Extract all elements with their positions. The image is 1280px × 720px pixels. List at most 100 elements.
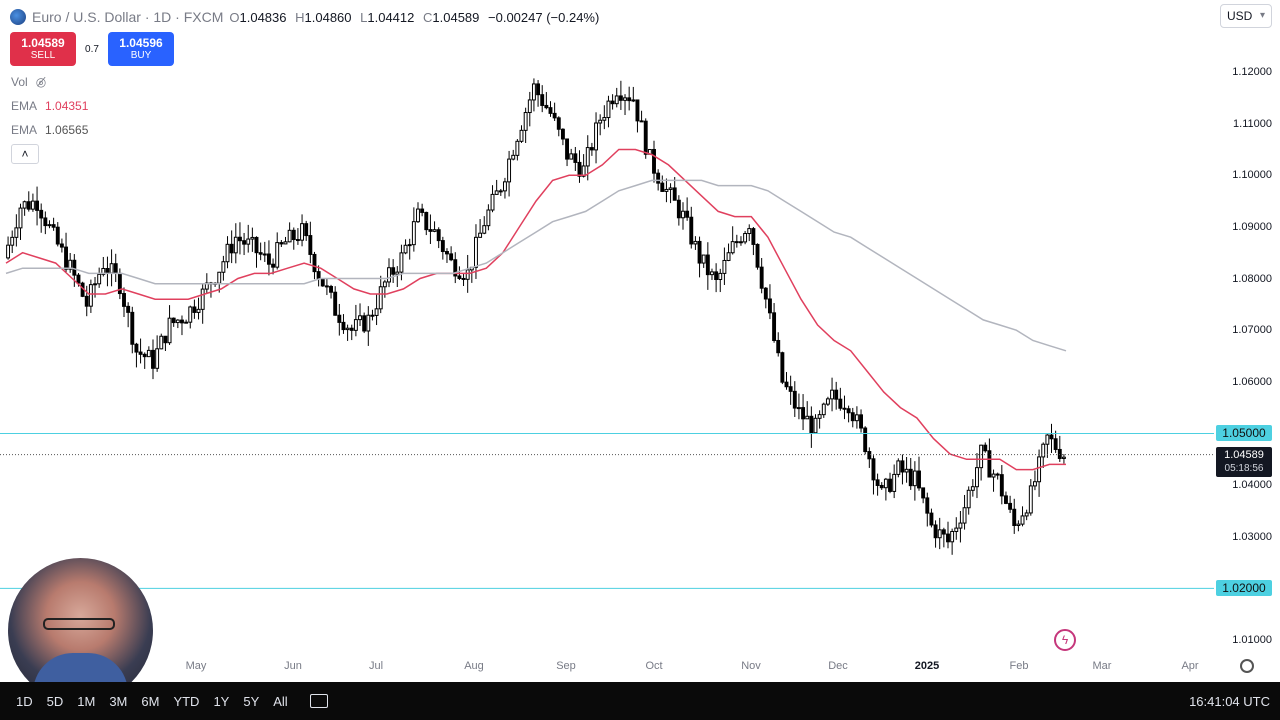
candle-body: [416, 208, 420, 223]
utc-clock[interactable]: 16:41:04 UTC: [1189, 693, 1270, 709]
indicator-ema-slow[interactable]: EMA 1.06565: [11, 123, 88, 137]
candle-body: [308, 235, 313, 255]
candle-body: [589, 147, 594, 151]
timeframe-button-1d[interactable]: 1D: [16, 693, 33, 709]
candle-body: [875, 479, 880, 486]
candle-body: [10, 236, 15, 246]
time-tick-label: Aug: [464, 660, 484, 672]
candle-body: [88, 284, 93, 307]
candle-body: [1016, 523, 1021, 527]
sell-button[interactable]: 1.04589 SELL: [10, 32, 76, 66]
timeframe-button-6m[interactable]: 6M: [141, 693, 160, 709]
candle-body: [1061, 456, 1066, 459]
candle-body: [854, 414, 859, 422]
candle-body: [482, 225, 487, 234]
candle-body: [544, 104, 549, 109]
timeframe-button-ytd[interactable]: YTD: [173, 693, 200, 709]
price-tick-label: 1.07000: [1232, 324, 1272, 337]
candle-body: [672, 187, 677, 201]
candle-body: [142, 353, 147, 358]
candle-body: [697, 240, 702, 264]
candle-body: [1012, 508, 1017, 527]
candle-body: [635, 99, 640, 122]
candle-body: [374, 308, 379, 316]
timeframe-button-5y[interactable]: 5Y: [243, 693, 260, 709]
candle-body: [254, 236, 259, 254]
timeframe-button-1m[interactable]: 1M: [77, 693, 96, 709]
lightning-icon[interactable]: ϟ: [1054, 629, 1076, 651]
candle-body: [395, 271, 400, 275]
eye-hidden-icon[interactable]: ◎̸: [35, 75, 47, 89]
candle-body: [146, 349, 151, 358]
candle-body: [1032, 481, 1037, 487]
indicator-volume[interactable]: Vol ◎̸: [11, 75, 46, 89]
candle-body: [76, 274, 81, 284]
indicator-name: EMA: [11, 123, 38, 137]
candle-body: [954, 527, 959, 532]
candle-body: [461, 277, 466, 280]
candle-body: [30, 200, 35, 210]
timeframe-button-3m[interactable]: 3M: [109, 693, 128, 709]
settings-gear-icon[interactable]: [1240, 659, 1254, 673]
timeframe-button-1y[interactable]: 1Y: [213, 693, 230, 709]
candle-body: [701, 254, 706, 264]
candle-body: [995, 473, 1000, 476]
candle-body: [925, 497, 930, 514]
timeframe-button-5d[interactable]: 5D: [46, 693, 64, 709]
candle-body: [825, 398, 830, 405]
candle-body: [217, 271, 222, 284]
candle-body: [1004, 495, 1008, 504]
candle-body: [246, 238, 251, 245]
candle-body: [324, 285, 329, 288]
price-chart[interactable]: [0, 0, 1280, 682]
candle-body: [51, 224, 56, 228]
candle-body: [432, 229, 437, 232]
candle-body: [714, 271, 719, 281]
candle-body: [598, 119, 603, 124]
candle-body: [519, 129, 524, 142]
candle-body: [300, 223, 305, 241]
candle-body: [474, 236, 478, 268]
candle-body: [627, 97, 632, 102]
timeframe-button-all[interactable]: All: [273, 693, 288, 709]
candle-body: [950, 530, 955, 543]
candle-body: [283, 241, 288, 245]
candle-body: [55, 226, 60, 245]
candle-body: [838, 398, 843, 409]
candle-body: [652, 148, 656, 174]
candle-body: [904, 468, 909, 473]
candle-body: [445, 251, 449, 255]
price-tick-label: 1.03000: [1232, 530, 1272, 543]
buy-button[interactable]: 1.04596 BUY: [108, 32, 174, 66]
candle-body: [101, 267, 106, 275]
collapse-indicators-button[interactable]: ˄: [11, 144, 39, 164]
calendar-range-icon[interactable]: [309, 694, 328, 708]
indicator-ema-fast[interactable]: EMA 1.04351: [11, 99, 88, 113]
candle-body: [64, 246, 68, 270]
candle-body: [266, 253, 271, 265]
candle-body: [892, 473, 897, 492]
close-value: 1.04589: [432, 9, 480, 25]
candle-body: [130, 311, 135, 345]
candle-body: [1049, 434, 1054, 440]
candle-body: [1045, 434, 1050, 445]
candle-body: [639, 120, 644, 123]
candle-body: [962, 507, 967, 524]
candle-body: [109, 263, 114, 274]
candle-body: [937, 529, 942, 539]
candle-body: [941, 529, 946, 535]
candle-body: [192, 306, 197, 313]
symbol-title[interactable]: Euro / U.S. Dollar · 1D · FXCM: [32, 9, 224, 25]
candle-body: [35, 200, 40, 211]
indicator-value: 1.06565: [45, 123, 89, 137]
time-tick-label: Nov: [741, 660, 761, 672]
high-value: 1.04860: [304, 9, 352, 25]
candle-body: [84, 295, 89, 307]
candle-body: [242, 240, 247, 245]
candle-body: [366, 314, 371, 332]
price-tick-label: 1.12000: [1232, 66, 1272, 78]
candle-body: [320, 278, 325, 287]
candle-body: [975, 467, 979, 488]
candle-body: [573, 153, 578, 163]
currency-select[interactable]: USD: [1220, 4, 1272, 28]
